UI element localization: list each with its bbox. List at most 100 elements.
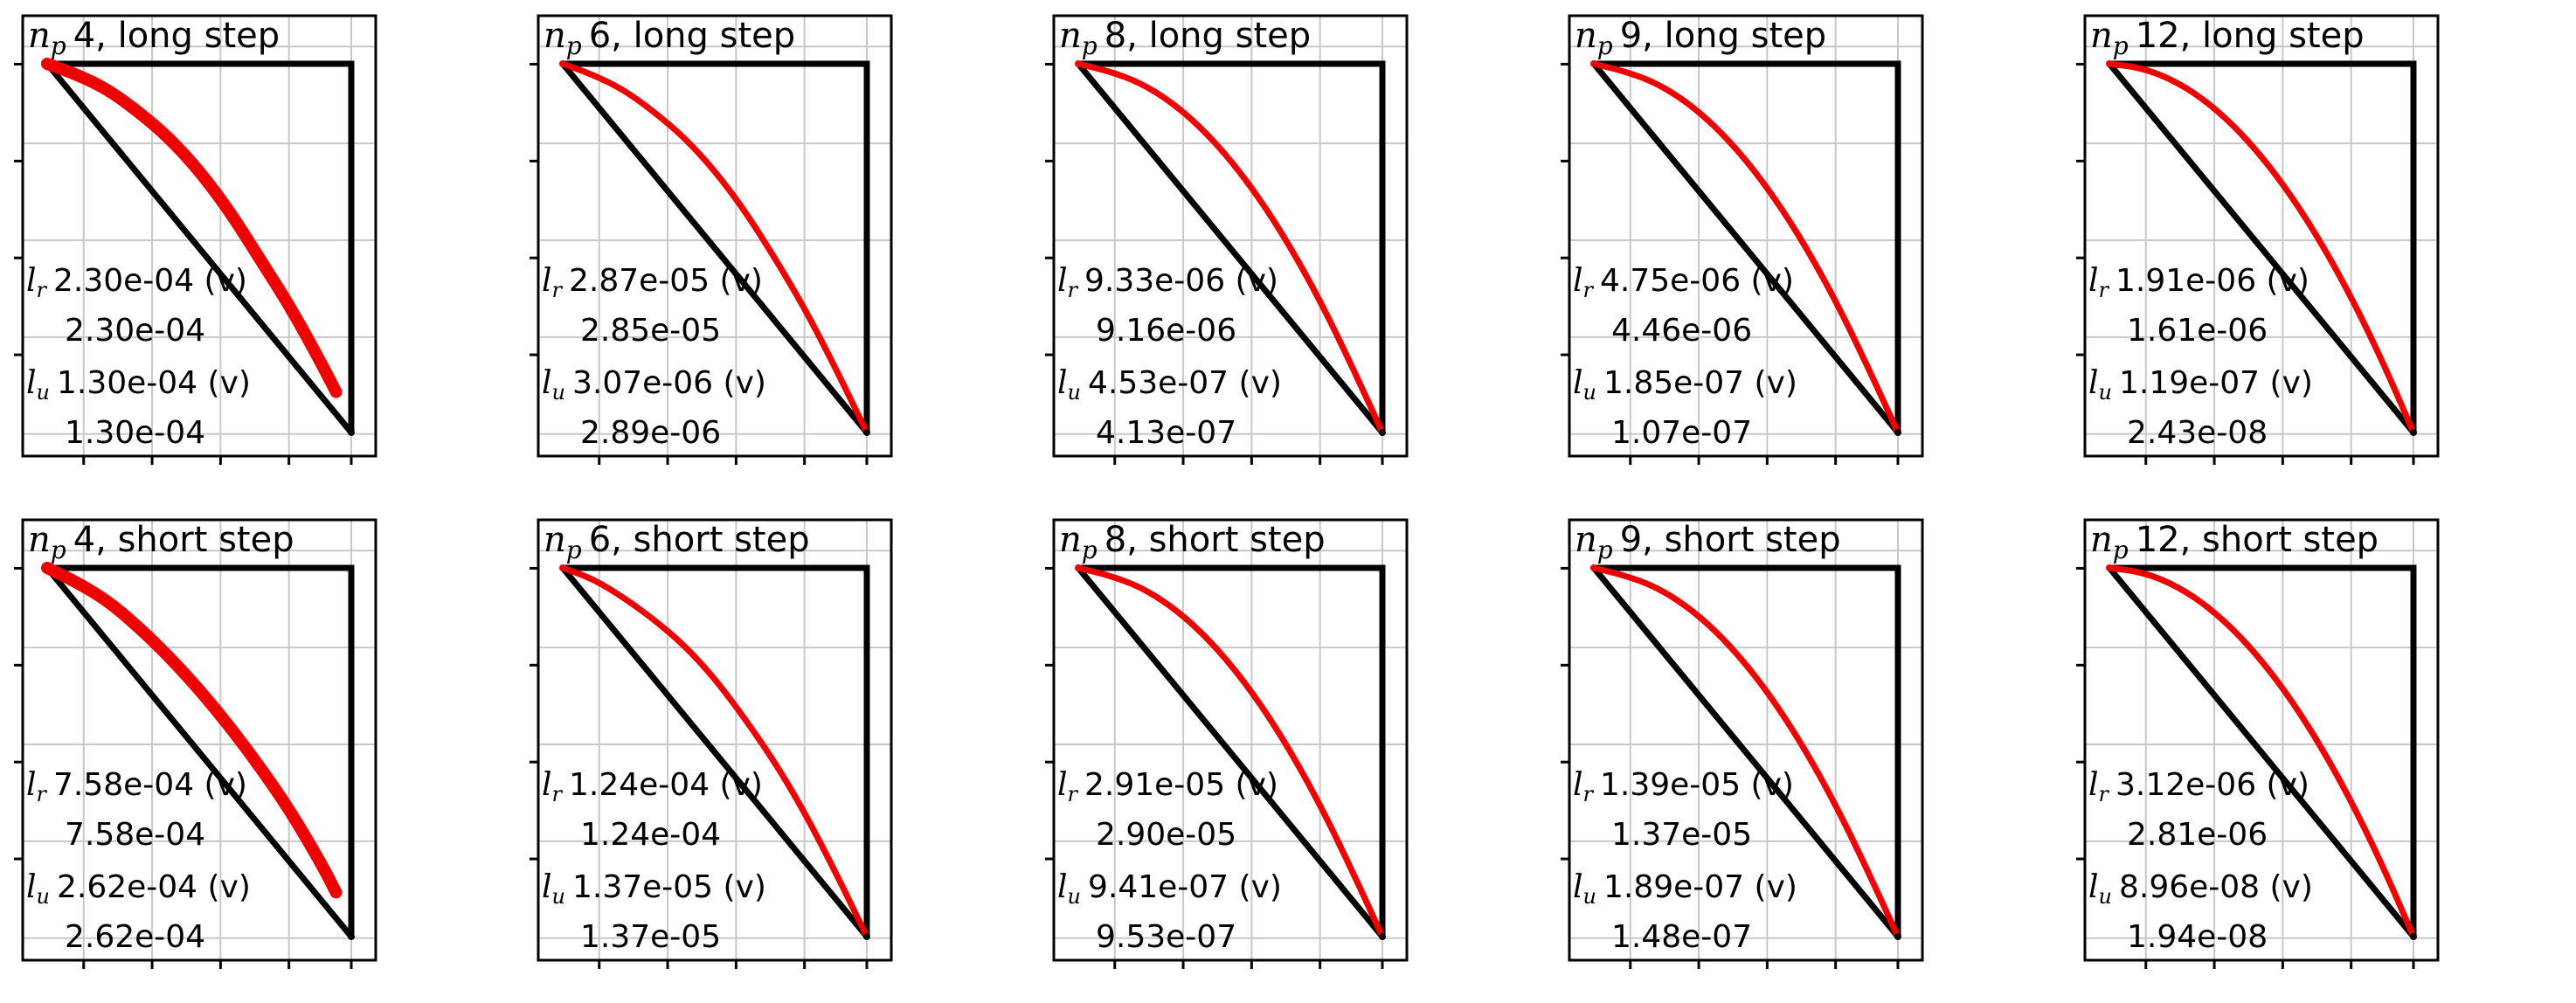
lr-subscript: r: [1068, 278, 1079, 302]
title-text: 8, long step: [1104, 16, 1311, 56]
lr-value-top: 9.33e-06 (v): [1084, 263, 1278, 299]
lr-subscript: r: [2099, 782, 2110, 806]
end-marker: [2410, 933, 2417, 940]
np-symbol: n: [1059, 520, 1082, 560]
subplot-title: np 12, short step: [2090, 520, 2379, 564]
end-marker: [348, 429, 355, 436]
axes-frame: [1052, 14, 1409, 458]
lu-value-top: 3.07e-06 (v): [572, 365, 766, 401]
lu-symbol: l: [1057, 869, 1068, 905]
subplot-title: np 4, short step: [28, 520, 294, 564]
lr-symbol: l: [2088, 767, 2099, 803]
end-marker: [1894, 933, 1901, 940]
axes-frame: [1568, 518, 1924, 962]
curve-line: [559, 564, 870, 940]
lr-value-bottom: 9.16e-06: [1096, 313, 1236, 349]
lr-symbol: l: [1573, 767, 1583, 803]
curve-line: [1075, 564, 1386, 940]
lu-label: lu 1.37e-05 (v): [542, 869, 766, 909]
end-marker: [1379, 429, 1386, 436]
corner-frame-line: [2109, 60, 2417, 432]
start-marker: [1075, 564, 1082, 571]
lr-value-top: 7.58e-04 (v): [53, 767, 247, 803]
lr-symbol: l: [542, 263, 552, 299]
diagonal-line: [2107, 565, 2416, 939]
curve-line: [1590, 564, 1901, 940]
lr-symbol: l: [1057, 263, 1068, 299]
end-marker: [863, 933, 870, 940]
lu-symbol: l: [542, 869, 552, 905]
lu-value-bottom: 9.53e-07: [1096, 919, 1236, 955]
lr-value-bottom: 1.61e-06: [2127, 313, 2268, 349]
lr-subscript: r: [1068, 782, 1079, 806]
title-text: 12, long step: [2136, 16, 2365, 56]
lr-subscript: r: [552, 278, 564, 302]
lr-label: lr 4.75e-06 (v): [1573, 263, 1794, 302]
title-text: 4, short step: [73, 520, 294, 560]
lr-label: lr 9.33e-06 (v): [1057, 263, 1278, 302]
lr-label: lr 1.24e-04 (v): [542, 767, 763, 806]
np-symbol: n: [544, 520, 566, 560]
lu-subscript: u: [1583, 884, 1596, 909]
np-subscript: p: [1597, 31, 1613, 60]
curve-line: [2106, 60, 2417, 436]
lr-symbol: l: [1573, 263, 1583, 299]
lu-value-top: 4.53e-07 (v): [1088, 365, 1282, 401]
curve-line: [41, 58, 343, 398]
end-marker: [863, 429, 870, 436]
axes-frame: [2083, 14, 2440, 458]
lu-subscript: u: [1583, 380, 1596, 405]
axes-frame: [537, 518, 893, 962]
lr-value-top: 4.75e-06 (v): [1600, 263, 1794, 299]
curve-line: [1075, 60, 1386, 436]
lu-value-top: 1.19e-07 (v): [2119, 365, 2313, 401]
diagonal-line: [1076, 565, 1385, 939]
axes-frame: [21, 14, 377, 458]
corner-frame-line: [47, 60, 355, 432]
lr-label: lr 7.58e-04 (v): [26, 767, 247, 806]
subplot-title: np 9, short step: [1575, 520, 1841, 564]
np-symbol: n: [1575, 16, 1597, 56]
lr-label: lr 2.87e-05 (v): [542, 263, 763, 302]
end-marker: [1894, 429, 1901, 436]
subplot-title: np 9, long step: [1575, 16, 1826, 60]
np-subscript: p: [1082, 31, 1098, 60]
axes-frame: [1052, 518, 1409, 962]
lu-label: lu 9.41e-07 (v): [1057, 869, 1282, 909]
curve-line: [1590, 60, 1901, 436]
lr-subscript: r: [552, 782, 564, 806]
lu-symbol: l: [2088, 869, 2099, 905]
lu-value-top: 8.96e-08 (v): [2119, 869, 2313, 905]
lr-symbol: l: [2088, 263, 2099, 299]
lr-value-bottom: 2.81e-06: [2127, 817, 2268, 853]
title-text: 9, short step: [1620, 520, 1841, 560]
start-marker: [1590, 60, 1597, 67]
lr-subscript: r: [1583, 782, 1595, 806]
np-symbol: n: [28, 520, 51, 560]
lu-label: lu 1.19e-07 (v): [2088, 365, 2313, 405]
lr-symbol: l: [26, 263, 37, 299]
lr-value-bottom: 4.46e-06: [1611, 313, 1752, 349]
lu-subscript: u: [552, 884, 565, 909]
lr-value-bottom: 2.85e-05: [580, 313, 721, 349]
lr-label: lr 3.12e-06 (v): [2088, 767, 2309, 806]
lr-symbol: l: [26, 767, 37, 803]
np-symbol: n: [28, 16, 51, 56]
title-text: 6, long step: [589, 16, 795, 56]
subplot-title: np 8, short step: [1059, 520, 1326, 564]
start-marker: [1075, 60, 1082, 67]
np-subscript: p: [566, 536, 582, 564]
np-subscript: p: [566, 31, 582, 60]
np-subscript: p: [51, 536, 66, 564]
lu-value-bottom: 2.89e-06: [580, 415, 721, 451]
lu-value-top: 9.41e-07 (v): [1088, 869, 1282, 905]
lr-value-top: 1.91e-06 (v): [2116, 263, 2309, 299]
lu-value-bottom: 1.30e-04: [65, 415, 205, 451]
lu-label: lu 1.30e-04 (v): [26, 365, 251, 405]
lu-label: lu 1.85e-07 (v): [1573, 365, 1797, 405]
